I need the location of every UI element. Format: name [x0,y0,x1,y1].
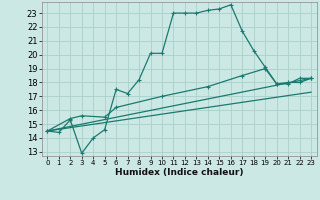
X-axis label: Humidex (Indice chaleur): Humidex (Indice chaleur) [115,168,244,177]
